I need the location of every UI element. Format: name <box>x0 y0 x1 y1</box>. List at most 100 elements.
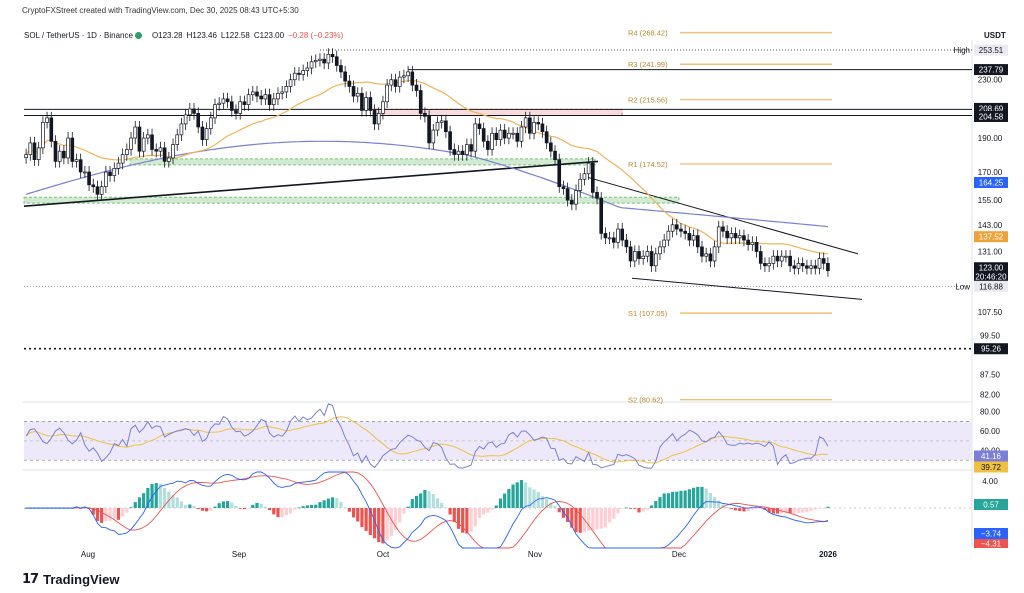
support-zone <box>23 196 680 204</box>
macd-histogram-bar <box>175 497 179 508</box>
price-axis-tick: 190.00 <box>978 134 1003 143</box>
macd-signal-line <box>26 471 828 549</box>
candle-down <box>758 251 763 264</box>
candle-down <box>544 131 549 144</box>
macd-histogram-bar <box>444 507 448 509</box>
candle-up <box>221 98 226 104</box>
macd-histogram-bar <box>549 502 553 508</box>
tradingview-logo-text: TradingView <box>43 572 120 587</box>
macd-histogram-bar <box>519 480 524 508</box>
macd-histogram-bar <box>629 508 633 509</box>
candle-down <box>674 224 679 230</box>
candle-down <box>225 98 230 103</box>
currency-label: USDT <box>984 31 1006 40</box>
candle-down <box>108 171 112 176</box>
macd-histogram-bar <box>826 506 830 508</box>
macd-histogram-bar <box>95 508 100 521</box>
candle-up <box>313 60 318 63</box>
candle-down <box>91 184 96 188</box>
macd-histogram-bar <box>196 508 200 509</box>
candle-up <box>292 72 297 81</box>
macd-histogram-bar <box>226 501 230 508</box>
candle-up <box>305 67 310 71</box>
candle-down <box>70 137 75 162</box>
support-zone <box>129 158 596 166</box>
price-tag-value: 253.51 <box>979 46 1004 55</box>
macd-histogram-bar <box>641 508 645 512</box>
candle-down <box>150 134 154 150</box>
candle-down <box>826 263 830 272</box>
macd-histogram-bar <box>129 507 133 509</box>
candle-up <box>129 137 133 150</box>
macd-histogram-bar <box>414 495 419 508</box>
candle-down <box>536 122 541 125</box>
candle-up <box>57 150 62 162</box>
macd-histogram-bar <box>507 488 511 508</box>
candle-down <box>742 235 746 241</box>
price-axis-tick: 230.00 <box>978 76 1003 85</box>
candle-down <box>570 199 574 205</box>
candle-up <box>439 120 444 123</box>
candle-down <box>32 142 37 161</box>
macd-histogram-bar <box>746 508 750 512</box>
candle-up <box>666 230 671 241</box>
candle-up <box>662 239 667 248</box>
rsi-axis-tick: 60.00 <box>980 427 1001 436</box>
candle-down <box>590 162 595 193</box>
macd-histogram-bar <box>381 508 385 544</box>
candle-down <box>347 80 352 87</box>
macd-histogram-bar <box>335 498 339 508</box>
candle-down <box>599 197 604 234</box>
candle-up <box>641 255 646 259</box>
candle-down <box>49 117 54 142</box>
price-tag <box>974 231 1008 243</box>
macd-histogram-bar <box>796 508 801 513</box>
macd-histogram-bar <box>116 508 121 520</box>
candle-down <box>628 246 633 262</box>
macd-histogram-bar <box>213 506 217 508</box>
candle-down <box>469 144 473 152</box>
candle-up <box>250 91 255 96</box>
macd-histogram-bar <box>792 508 796 514</box>
candle-down <box>733 233 738 239</box>
macd-histogram-bar <box>377 508 381 543</box>
candle-up <box>318 58 322 61</box>
macd-histogram-bar <box>578 508 582 533</box>
candle-down <box>192 108 196 114</box>
candle-up <box>490 132 494 150</box>
price-axis-tick: 99.50 <box>980 331 1001 340</box>
candle-up <box>771 255 776 264</box>
macd-histogram-bar <box>456 508 461 529</box>
macd-histogram-bar <box>553 506 557 508</box>
macd-histogram-bar <box>557 508 561 513</box>
macd-histogram-bar <box>410 499 414 508</box>
candle-down <box>557 159 562 188</box>
symbol-name[interactable]: SOL / TetherUS · 1D · Binance <box>24 31 133 40</box>
macd-histogram-bar <box>801 508 805 513</box>
candle-down <box>549 142 553 152</box>
macd-histogram-bar <box>171 495 175 508</box>
macd-histogram-bar <box>393 508 398 530</box>
candle-down <box>528 117 532 134</box>
macd-histogram-bar <box>246 508 251 509</box>
trendline-support <box>23 160 599 207</box>
candle-down <box>721 226 725 232</box>
macd-histogram-bar <box>536 491 540 508</box>
price-tag-value: 20:46:20 <box>975 273 1007 282</box>
candle-down <box>486 140 490 150</box>
candle-up <box>288 79 293 87</box>
rsi-line <box>25 403 829 469</box>
macd-histogram-bar <box>524 482 528 508</box>
candle-up <box>498 129 503 141</box>
macd-histogram-bar <box>754 508 759 509</box>
macd-histogram-bar <box>545 498 549 508</box>
macd-histogram-bar <box>608 508 612 523</box>
candle-up <box>41 122 45 149</box>
candle-up <box>74 159 79 162</box>
macd-histogram-bar <box>234 505 238 508</box>
candle-down <box>725 230 729 239</box>
macd-histogram-bar <box>423 489 427 508</box>
macd-histogram-bar <box>297 507 301 509</box>
macd-histogram-bar <box>419 493 423 508</box>
